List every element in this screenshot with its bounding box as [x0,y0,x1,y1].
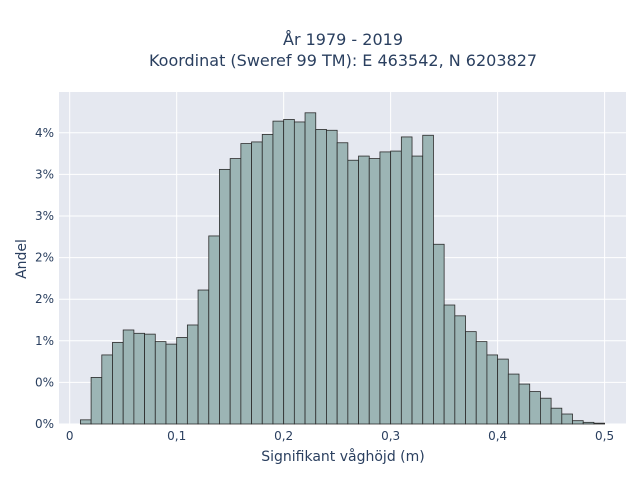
histogram-bar [582,421,595,425]
histogram-bar [251,141,263,425]
x-tick-label: 0,2 [274,429,293,443]
histogram-bar [422,134,434,425]
histogram-bar [390,150,402,425]
y-tick-label: 3% [35,167,54,181]
histogram-bar [219,168,231,425]
y-tick-label: 4% [35,126,54,140]
histogram-bar [176,337,188,425]
x-tick-label: 0,1 [167,429,186,443]
histogram-bar [272,120,285,425]
histogram-bar [261,134,274,425]
histogram-bar [144,333,156,425]
histogram-bar [561,413,573,425]
histogram-bar [79,419,92,425]
histogram-bar [540,397,552,425]
y-tick-label: 2% [35,292,54,306]
histogram-bar [347,159,359,425]
y-tick-label: 0% [35,375,54,389]
histogram-bar [507,373,520,425]
chart-title-line-2: Koordinat (Sweref 99 TM): E 463542, N 62… [149,51,537,70]
histogram-bar [411,155,424,425]
histogram-bar [101,354,113,425]
histogram-bar [197,289,210,425]
histogram-bar [368,158,381,425]
histogram-bar [304,112,317,425]
histogram-bar [283,119,295,425]
histogram-bar [593,422,606,425]
histogram-bar [518,383,531,425]
x-tick-label: 0 [66,429,74,443]
histogram-bar [475,341,488,425]
histogram-bar [208,235,220,425]
histogram-bar [229,158,242,425]
histogram-bar [358,155,370,425]
histogram-bar [433,243,445,425]
y-tick-label: 0% [35,417,54,431]
histogram-bar [326,129,338,425]
histogram-bar [486,354,499,425]
histogram-bar [572,420,584,425]
x-tick-labels: 0 0,1 0,2 0,3 0,4 0,5 [66,429,614,443]
histogram-bar [240,143,252,425]
x-tick-label: 0,3 [381,429,400,443]
histogram-bar [154,341,167,425]
histogram-bar [443,304,456,425]
histogram-bar [133,332,145,425]
histogram-bar [186,324,199,425]
histogram-bar [379,151,392,425]
y-tick-labels: 0% 0% 1% 2% 2% 3% 3% 4% [35,126,54,431]
histogram-bar [529,391,541,425]
histogram-bar [465,331,477,425]
x-tick-label: 0,5 [595,429,614,443]
y-tick-label: 1% [35,334,54,348]
histogram-bar [336,142,349,425]
histogram-bar [112,342,124,425]
histogram-bar [165,343,178,425]
histogram-bar [293,121,306,425]
histogram-bar [454,315,466,425]
histogram-bar [315,129,327,425]
histogram-bar [90,377,103,425]
histogram-bar [550,407,563,425]
histogram-bar [497,358,509,425]
y-tick-label: 3% [35,209,54,223]
histogram-bars [79,112,606,425]
x-axis-title: Signifikant våghöjd (m) [261,448,424,465]
y-axis-title: Andel [14,239,30,279]
histogram-bar [122,329,135,425]
histogram-bar [400,136,413,425]
x-tick-label: 0,4 [488,429,507,443]
y-tick-label: 2% [35,251,54,265]
chart-title-line-1: År 1979 - 2019 [283,30,403,49]
